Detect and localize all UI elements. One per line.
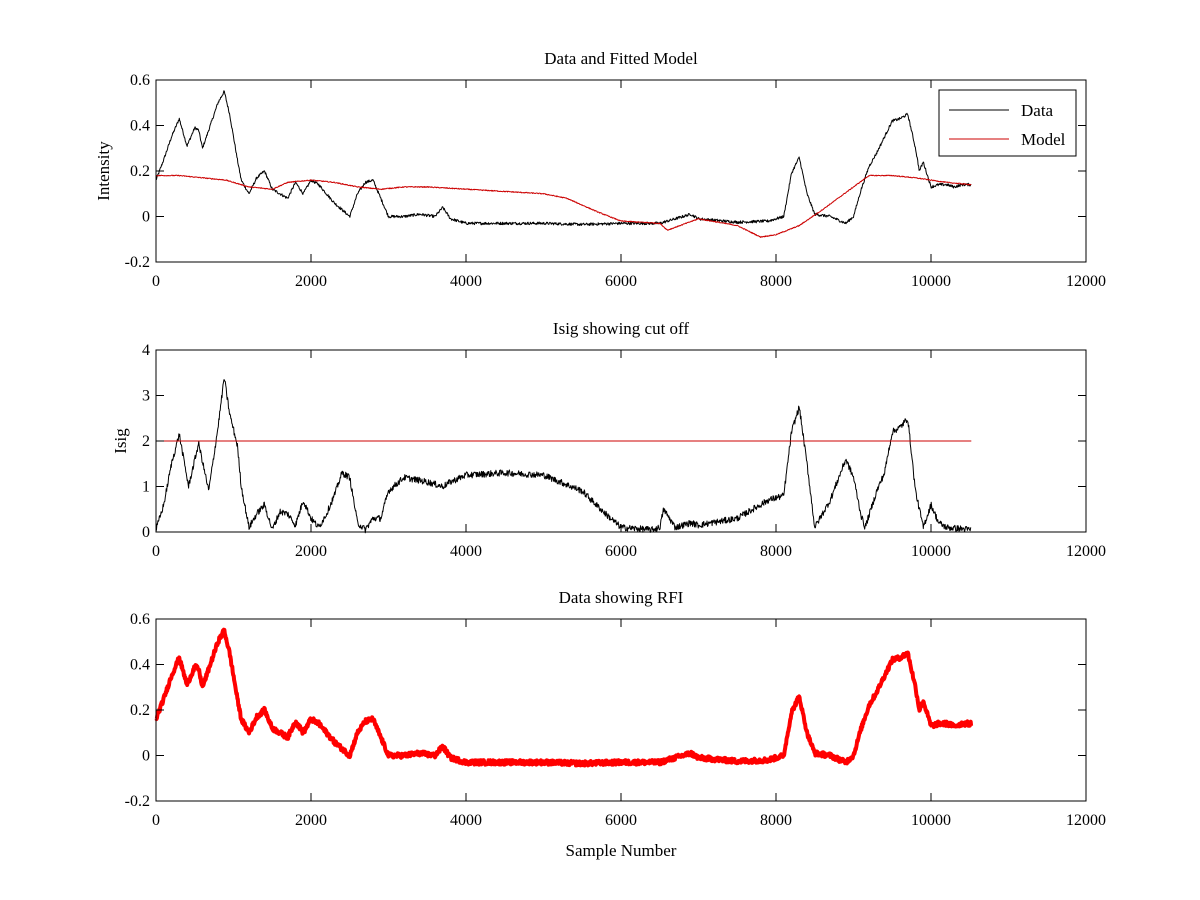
panel-3-series-data-rfi xyxy=(154,627,974,768)
panel-1-y-axis-label: Intensity xyxy=(94,141,113,201)
panel-2-y-tick-label: 0 xyxy=(142,524,150,541)
panel-1-x-tick-label: 6000 xyxy=(605,273,637,290)
panel-1-ticks: 0 2000 4000 6000 8000 10000 12000-0.200.20.40.… xyxy=(125,72,1106,290)
panel-3-series-group xyxy=(154,627,974,768)
panel-1-series-group xyxy=(155,90,972,238)
panel-2-series-group xyxy=(155,379,972,534)
panel-3-y-tick-label: -0.2 xyxy=(125,793,150,810)
panel-3-x-tick-label: 2000 xyxy=(295,812,327,829)
legend-entry-model: Model xyxy=(1021,130,1066,149)
panel-1-y-tick-label: 0 xyxy=(142,209,150,226)
panel-1-series-model xyxy=(155,174,972,238)
panel-1-title: Data and Fitted Model xyxy=(544,49,698,68)
panel-3-rfi: 0 2000 4000 6000 8000 10000 12000-0.200.20.40.… xyxy=(125,588,1106,860)
legend: Data Model xyxy=(938,89,1077,157)
legend-entry-data: Data xyxy=(1021,101,1054,120)
panel-1-y-tick-label: 0.6 xyxy=(130,72,150,89)
panel-1-x-tick-label: 0 xyxy=(152,273,160,290)
panel-1-x-tick-label: 12000 xyxy=(1066,273,1106,290)
legend-box xyxy=(938,89,1077,157)
panel-2-x-tick-label: 0 xyxy=(152,543,160,560)
panel-3-x-tick-label: 0 xyxy=(152,812,160,829)
panel-3-y-tick-label: 0 xyxy=(142,748,150,765)
panel-3-y-tick-label: 0.4 xyxy=(130,657,150,674)
panel-3-x-tick-label: 6000 xyxy=(605,812,637,829)
panel-2-title: Isig showing cut off xyxy=(553,319,689,338)
panel-3-x-tick-label: 10000 xyxy=(911,812,951,829)
panel-1-intensity: 0 2000 4000 6000 8000 10000 12000-0.200.20.40.… xyxy=(94,49,1106,290)
panel-2-x-tick-label: 6000 xyxy=(605,543,637,560)
panel-2-x-tick-label: 2000 xyxy=(295,543,327,560)
panel-3-x-axis-label: Sample Number xyxy=(566,841,677,860)
panel-1-plot-area xyxy=(156,80,1086,262)
panel-1-y-tick-label: -0.2 xyxy=(125,254,150,271)
panel-3-x-tick-label: 8000 xyxy=(760,812,792,829)
panel-2-y-tick-label: 1 xyxy=(142,479,150,496)
panel-2-y-tick-label: 3 xyxy=(142,388,150,405)
panel-2-x-tick-label: 10000 xyxy=(911,543,951,560)
panel-3-title: Data showing RFI xyxy=(559,588,684,607)
panel-1-x-tick-label: 8000 xyxy=(760,273,792,290)
panel-2-isig: 0 2000 4000 6000 8000 10000 12000 0 1 2 3 4 Isig sh… xyxy=(111,319,1106,560)
panel-2-ticks: 0 2000 4000 6000 8000 10000 12000 0 1 2 3 4 xyxy=(142,342,1106,560)
panel-1-x-tick-label: 10000 xyxy=(911,273,951,290)
panel-1-y-tick-label: 0.4 xyxy=(130,118,150,135)
panel-2-y-tick-label: 4 xyxy=(142,342,150,359)
panel-1-x-tick-label: 4000 xyxy=(450,273,482,290)
panel-2-series-isig xyxy=(155,379,972,534)
panel-2-x-tick-label: 12000 xyxy=(1066,543,1106,560)
panel-1-series-data xyxy=(155,90,972,226)
panel-3-x-tick-label: 4000 xyxy=(450,812,482,829)
panel-2-x-tick-label: 8000 xyxy=(760,543,792,560)
panel-2-x-tick-label: 4000 xyxy=(450,543,482,560)
panel-3-plot-area xyxy=(156,619,1086,801)
panel-3-x-tick-label: 12000 xyxy=(1066,812,1106,829)
panel-1-x-tick-label: 2000 xyxy=(295,273,327,290)
panel-3-y-tick-label: 0.6 xyxy=(130,611,150,628)
panel-1-y-tick-label: 0.2 xyxy=(130,163,150,180)
panel-2-y-axis-label: Isig xyxy=(111,428,130,454)
panel-2-y-tick-label: 2 xyxy=(142,433,150,450)
panel-3-ticks: 0 2000 4000 6000 8000 10000 12000-0.200.20.40.… xyxy=(125,611,1106,829)
panel-3-y-tick-label: 0.2 xyxy=(130,702,150,719)
